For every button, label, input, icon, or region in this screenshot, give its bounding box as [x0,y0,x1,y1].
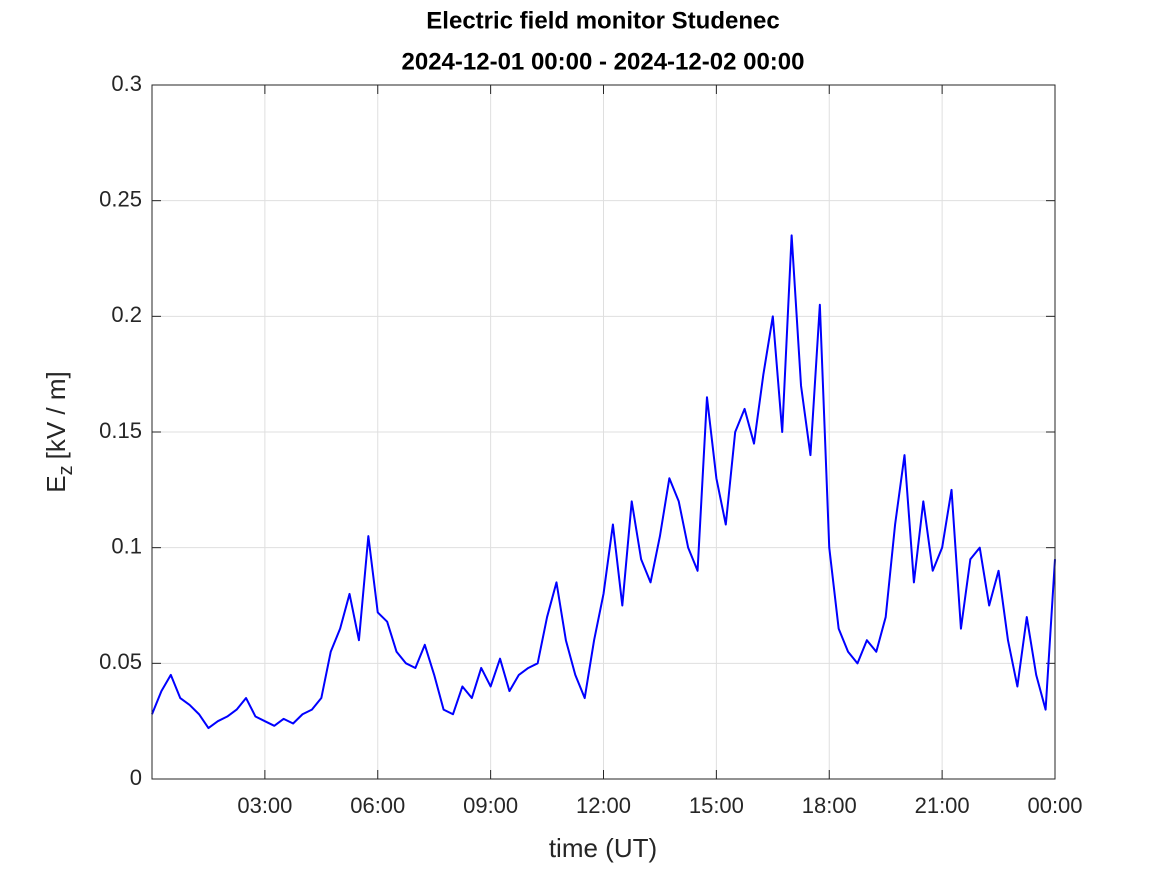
data-line [151,234,1056,730]
chart-title: Electric field monitor Studenec [426,7,779,34]
y-tick-label: 0 [130,765,142,790]
y-tick-label: 0.05 [99,649,142,674]
series [151,234,1056,730]
axes-box [151,84,1056,780]
x-tick-label: 15:00 [689,793,744,818]
y-axis-label: Ez [kV / m] [41,371,77,492]
y-tick-label: 0.25 [99,186,142,211]
x-tick-label: 06:00 [350,793,405,818]
y-tick-label: 0.1 [111,533,142,558]
x-tick-label: 00:00 [1027,793,1082,818]
x-tick-label: 03:00 [237,793,292,818]
y-label-unit: [kV / m] [41,371,71,459]
y-label-main: E [41,475,71,492]
y-tick-label: 0.2 [111,302,142,327]
x-tick-label: 09:00 [463,793,518,818]
x-tick-label: 21:00 [915,793,970,818]
x-axis-label: time (UT) [549,833,657,863]
chart-subtitle: 2024-12-01 00:00 - 2024-12-02 00:00 [402,48,805,75]
y-label-sub: z [55,465,77,475]
x-tick-label: 12:00 [576,793,631,818]
y-tick-label: 0.15 [99,418,142,443]
y-tick-label: 0.3 [111,71,142,96]
x-tick-label: 18:00 [802,793,857,818]
